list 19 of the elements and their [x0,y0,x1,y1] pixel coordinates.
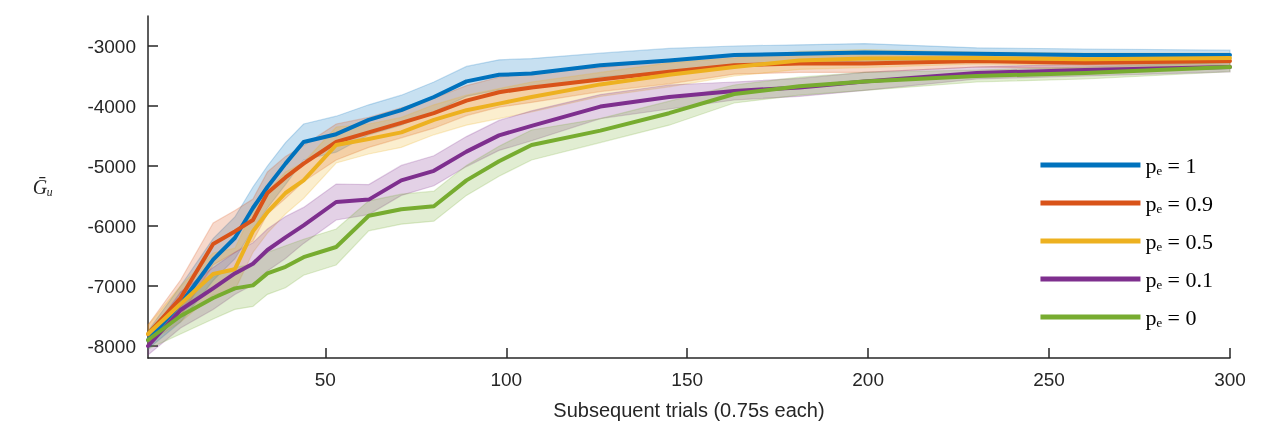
legend-label: pₑ = 1 [1145,152,1197,178]
legend-label: pₑ = 0 [1145,304,1197,330]
y-tick-label: -5000 [87,155,136,177]
legend-label: pₑ = 0.1 [1145,266,1213,292]
y-tick-label: -4000 [87,95,136,117]
x-tick-label: 50 [314,369,336,390]
x-tick-label: 100 [490,369,523,390]
x-tick-label: 150 [671,369,704,390]
legend-label: pₑ = 0.9 [1145,190,1213,216]
x-tick-label: 300 [1214,369,1246,390]
y-tick-label: -3000 [87,35,136,57]
x-axis-title: Subsequent trials (0.75s each) [553,399,825,421]
y-tick-label: -6000 [87,215,136,237]
y-tick-label: -7000 [87,275,136,297]
y-axis-title: Ḡᵤ [32,176,53,198]
x-tick-label: 200 [852,369,884,390]
y-tick-label: -8000 [87,335,136,357]
legend-label: pₑ = 0.5 [1145,228,1213,254]
x-tick-label: 250 [1033,369,1065,390]
